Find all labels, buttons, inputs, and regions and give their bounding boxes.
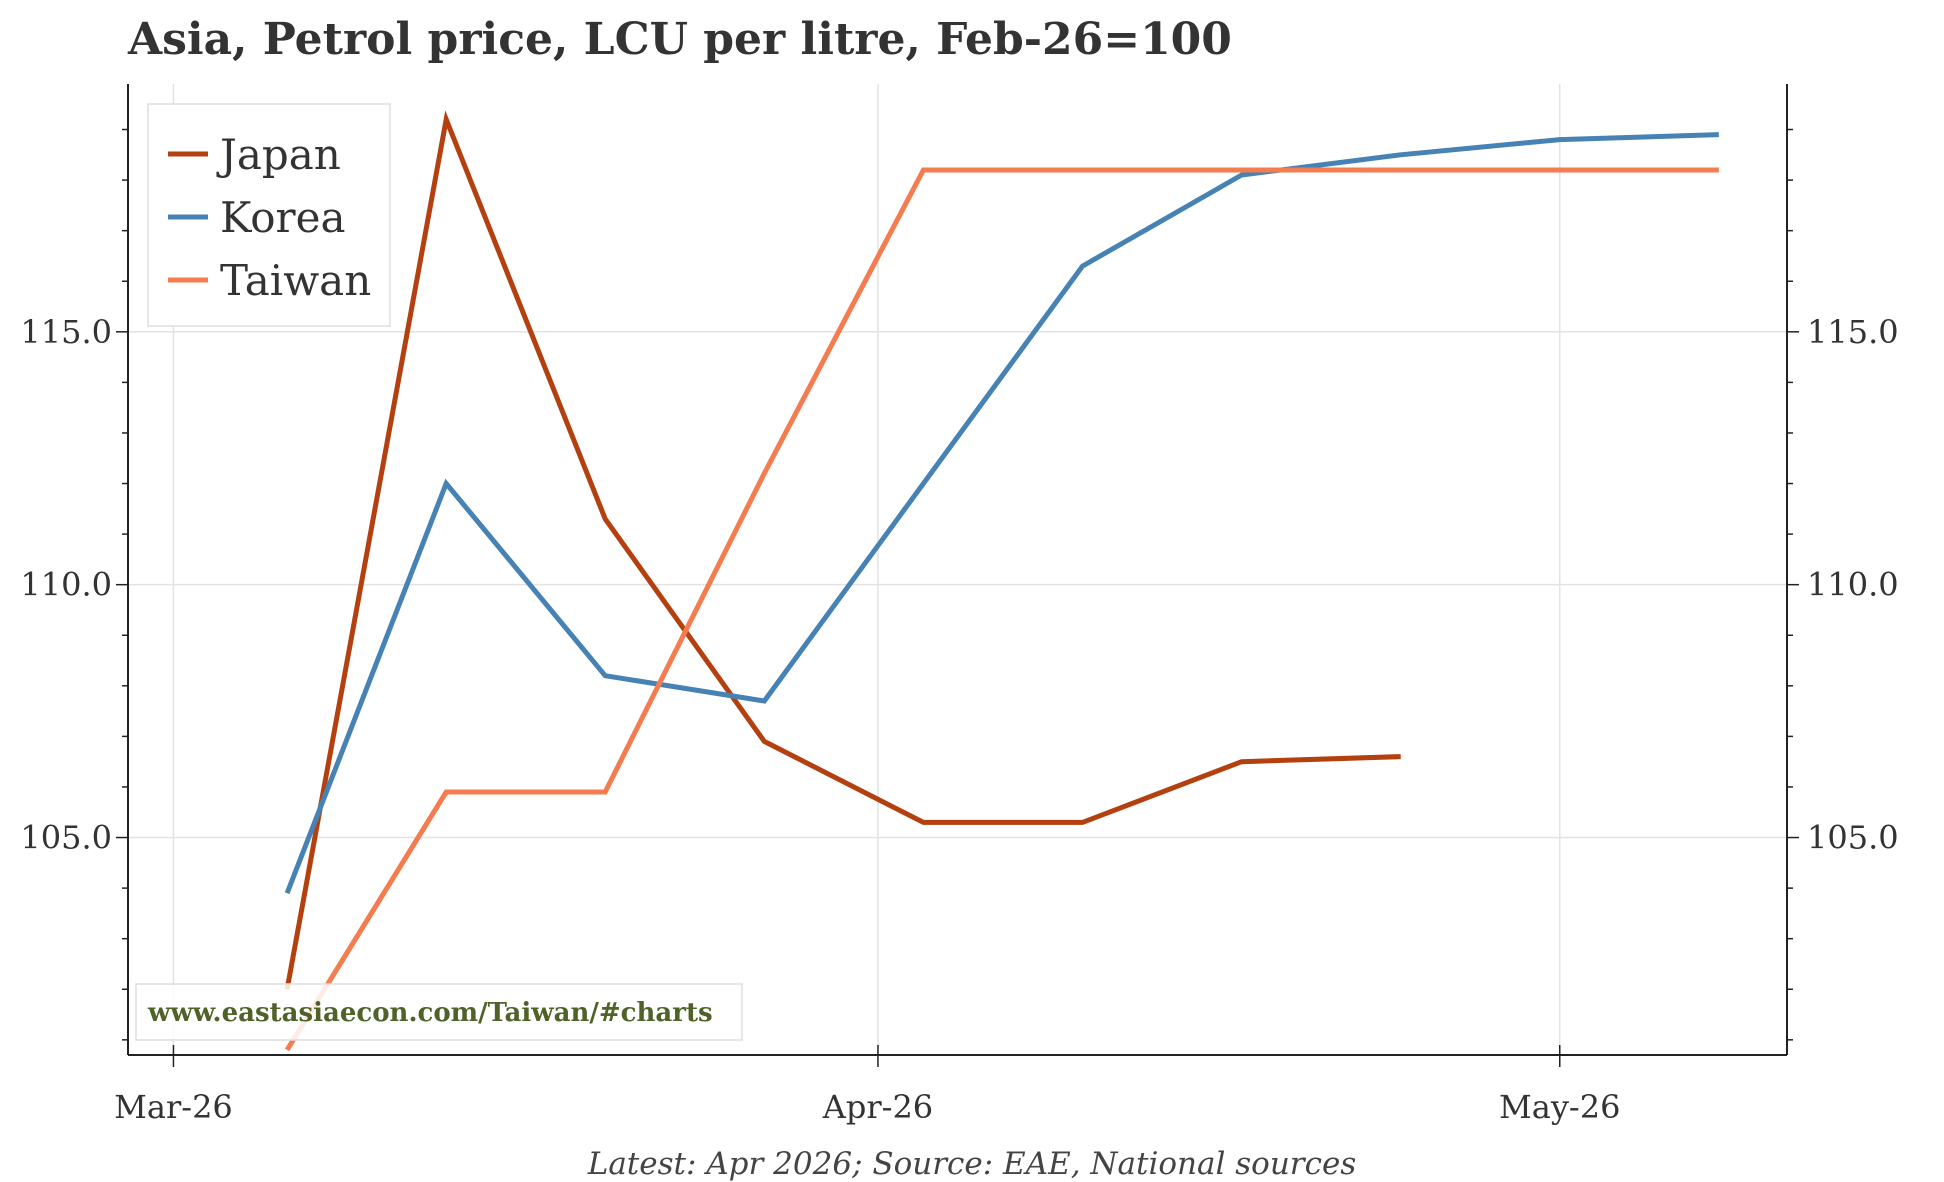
series-line-taiwan <box>284 167 1719 1052</box>
watermark-text: www.eastasiaecon.com/Taiwan/#charts <box>147 998 713 1028</box>
axis-ticks: 105.0 105.0 110.0 110.0 115.0 115.0 Mar-26 Apr-… <box>20 128 1899 1126</box>
legend-label-taiwan: Taiwan <box>220 256 371 305</box>
series-line-korea <box>284 132 1719 895</box>
watermark-box <box>135 983 743 1041</box>
series-line-japan <box>284 110 1401 990</box>
axes <box>127 84 1788 1056</box>
y-tick-label-right: 105.0 <box>1807 819 1899 857</box>
x-tick-label: May-26 <box>1499 1088 1620 1126</box>
y-tick-label-right: 115.0 <box>1807 313 1899 351</box>
legend-label-japan: Japan <box>216 130 341 179</box>
y-tick-label-right: 110.0 <box>1807 566 1899 604</box>
legend-label-korea: Korea <box>220 193 346 242</box>
y-tick-label-left: 115.0 <box>20 313 112 351</box>
series-lines <box>284 110 1719 1052</box>
x-tick-label: Mar-26 <box>114 1088 233 1126</box>
chart-title: Asia, Petrol price, LCU per litre, Feb-2… <box>128 14 1232 65</box>
source-note: Latest: Apr 2026; Source: EAE, National … <box>587 1146 1357 1182</box>
watermark: www.eastasiaecon.com/Taiwan/#charts <box>135 983 743 1041</box>
legend: Japan Korea Taiwan <box>147 103 391 327</box>
x-tick-label: Apr-26 <box>822 1088 933 1126</box>
y-tick-label-left: 105.0 <box>20 819 112 857</box>
y-tick-label-left: 110.0 <box>20 566 112 604</box>
